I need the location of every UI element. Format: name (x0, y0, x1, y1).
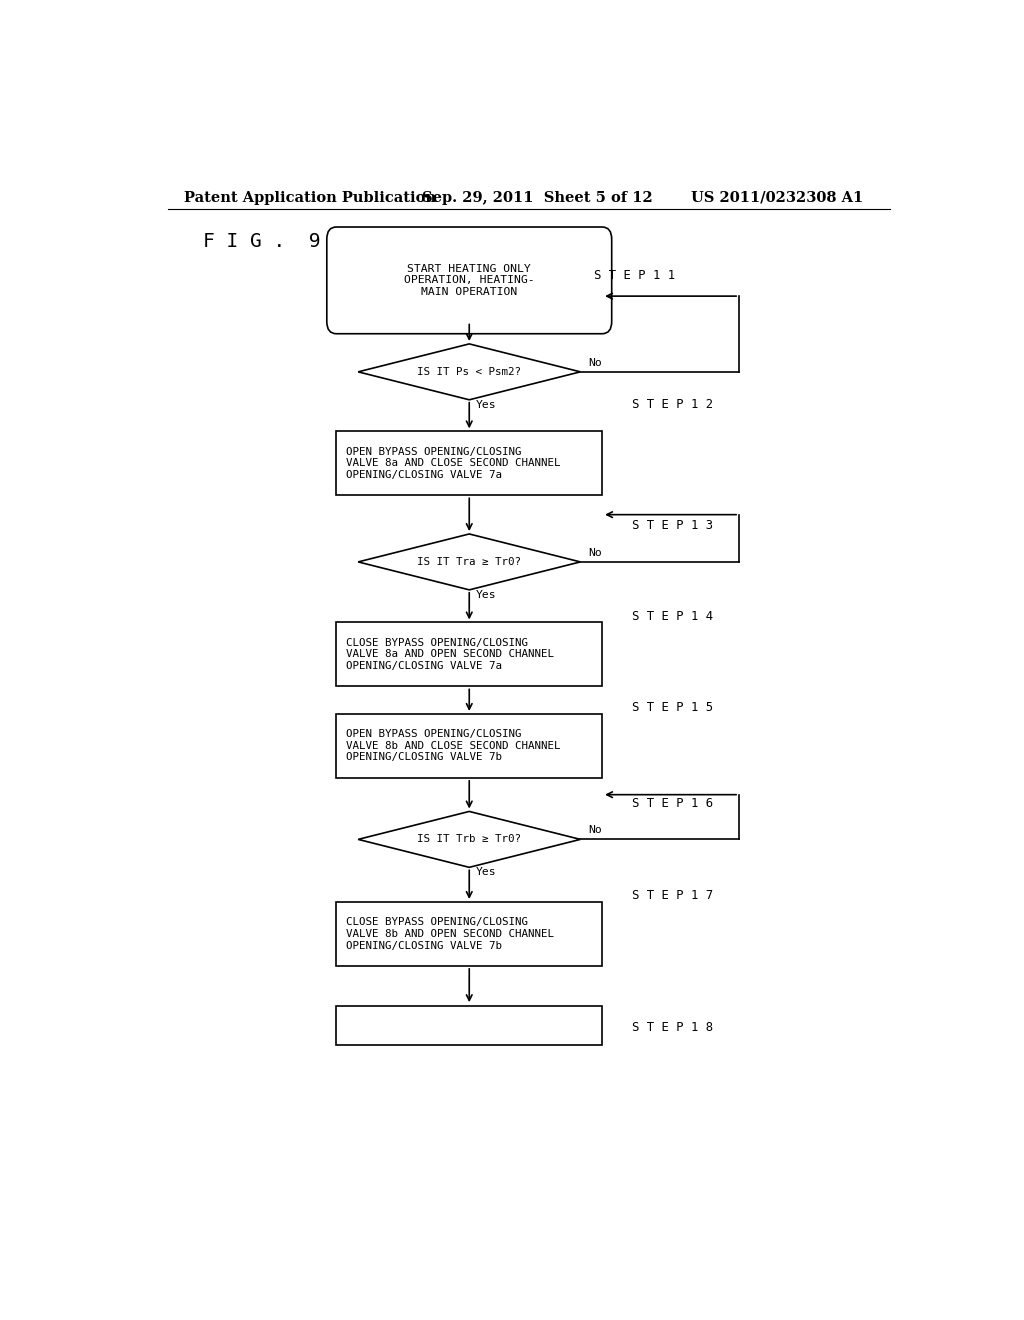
Text: IS IT Trb ≥ Tr0?: IS IT Trb ≥ Tr0? (417, 834, 521, 845)
Bar (336, 623, 602, 686)
Text: S T E P 1 1: S T E P 1 1 (594, 269, 676, 281)
Text: No: No (588, 548, 602, 558)
Text: No: No (588, 825, 602, 836)
Bar (336, 1006, 602, 1044)
Text: Yes: Yes (475, 590, 497, 599)
Text: Patent Application Publication: Patent Application Publication (183, 191, 435, 205)
Text: START HEATING ONLY
OPERATION, HEATING-
MAIN OPERATION: START HEATING ONLY OPERATION, HEATING- M… (403, 264, 535, 297)
Text: OPEN BYPASS OPENING/CLOSING
VALVE 8a AND CLOSE SECOND CHANNEL
OPENING/CLOSING VA: OPEN BYPASS OPENING/CLOSING VALVE 8a AND… (346, 446, 560, 480)
Bar (336, 432, 602, 495)
Text: Yes: Yes (475, 867, 497, 878)
Text: S T E P 1 8: S T E P 1 8 (632, 1020, 713, 1034)
Polygon shape (358, 812, 581, 867)
Text: Sep. 29, 2011  Sheet 5 of 12: Sep. 29, 2011 Sheet 5 of 12 (422, 191, 652, 205)
Bar (336, 902, 602, 966)
Text: S T E P 1 5: S T E P 1 5 (632, 701, 713, 714)
Text: S T E P 1 4: S T E P 1 4 (632, 610, 713, 623)
Text: US 2011/0232308 A1: US 2011/0232308 A1 (691, 191, 863, 205)
Text: IS IT Ps < Psm2?: IS IT Ps < Psm2? (417, 367, 521, 376)
Text: CLOSE BYPASS OPENING/CLOSING
VALVE 8a AND OPEN SECOND CHANNEL
OPENING/CLOSING VA: CLOSE BYPASS OPENING/CLOSING VALVE 8a AN… (346, 638, 554, 671)
Text: OPEN BYPASS OPENING/CLOSING
VALVE 8b AND CLOSE SECOND CHANNEL
OPENING/CLOSING VA: OPEN BYPASS OPENING/CLOSING VALVE 8b AND… (346, 729, 560, 763)
Polygon shape (358, 345, 581, 400)
Text: IS IT Tra ≥ Tr0?: IS IT Tra ≥ Tr0? (417, 557, 521, 566)
Text: No: No (588, 358, 602, 368)
Polygon shape (358, 535, 581, 590)
Text: S T E P 1 3: S T E P 1 3 (632, 519, 713, 532)
Bar (336, 714, 602, 777)
FancyBboxPatch shape (327, 227, 611, 334)
Text: S T E P 1 6: S T E P 1 6 (632, 797, 713, 809)
Text: S T E P 1 2: S T E P 1 2 (632, 399, 713, 412)
Text: Yes: Yes (475, 400, 497, 409)
Text: S T E P 1 7: S T E P 1 7 (632, 890, 713, 903)
Text: CLOSE BYPASS OPENING/CLOSING
VALVE 8b AND OPEN SECOND CHANNEL
OPENING/CLOSING VA: CLOSE BYPASS OPENING/CLOSING VALVE 8b AN… (346, 917, 554, 950)
Text: F I G .  9: F I G . 9 (204, 231, 321, 251)
